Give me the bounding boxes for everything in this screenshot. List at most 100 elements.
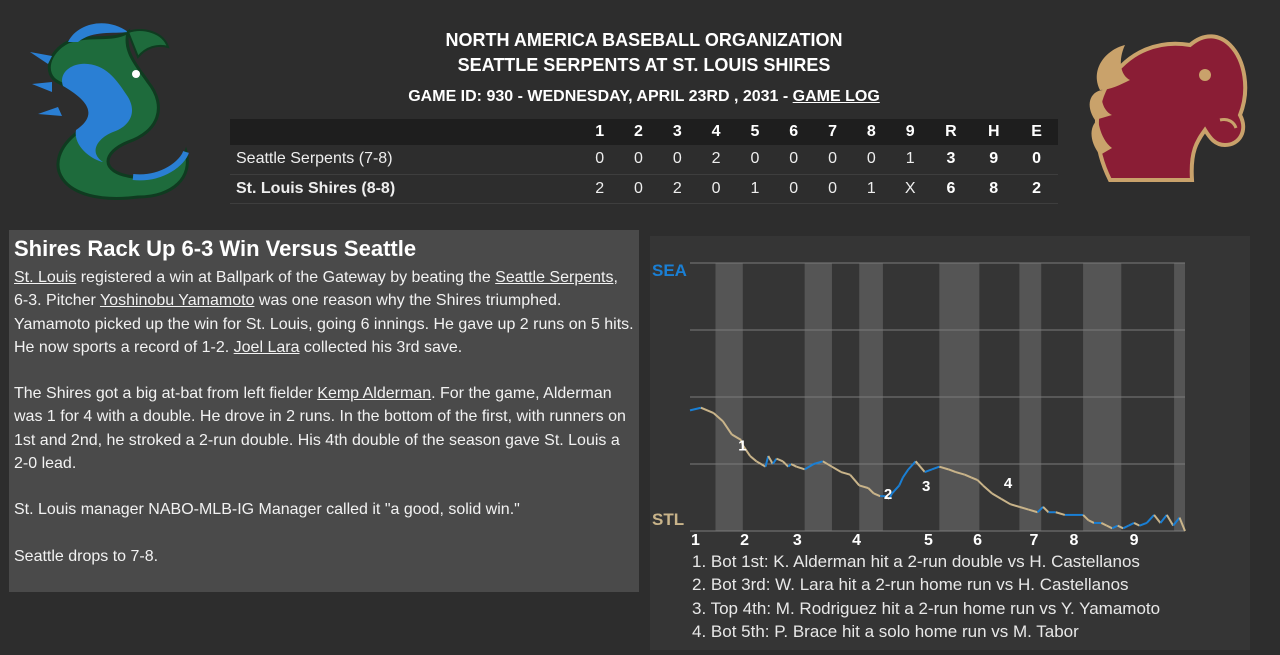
probability-segment bbox=[902, 468, 910, 478]
home-inning-score: 0 bbox=[813, 173, 852, 204]
inning-header: 3 bbox=[657, 119, 697, 145]
probability-segment bbox=[804, 463, 815, 471]
story-paragraph: The Shires got a big at-bat from left fi… bbox=[14, 382, 634, 475]
inning-label: 8 bbox=[1070, 532, 1079, 546]
away-inning-score: 1 bbox=[905, 150, 915, 168]
probability-segment bbox=[991, 492, 1002, 500]
home-team-row: St. Louis Shires (8-8) 2 0 2 0 1 0 0 1 X… bbox=[230, 173, 1058, 204]
legend-item: 2. Bot 3rd: W. Lara hit a 2-run home run… bbox=[692, 575, 1129, 595]
home-runs: 6 bbox=[929, 173, 973, 204]
inning-label: 4 bbox=[852, 532, 861, 546]
probability-segment bbox=[1010, 503, 1020, 508]
event-marker: 2 bbox=[884, 486, 892, 503]
probability-segment bbox=[924, 468, 933, 473]
line-score-table: 1 2 3 4 5 6 7 8 9 R H E Seattle Serpents… bbox=[230, 119, 1058, 204]
kemp-alderman-link[interactable]: Kemp Alderman bbox=[317, 385, 432, 403]
errors-header: E bbox=[1015, 119, 1058, 145]
stl-axis-label: STL bbox=[652, 510, 684, 529]
probability-segment bbox=[976, 479, 984, 487]
hits-header: H bbox=[972, 119, 1016, 145]
league-title: NORTH AMERICA BASEBALL ORGANIZATION bbox=[445, 30, 843, 50]
probability-segment bbox=[1100, 522, 1108, 527]
inning-header: 8 bbox=[851, 119, 891, 145]
legend-item: 3. Top 4th: M. Rodriguez hit a 2-run hom… bbox=[692, 598, 1161, 618]
away-inning-score: 0 bbox=[789, 150, 799, 168]
inning-header: 4 bbox=[696, 119, 736, 145]
seattle-serpents-link[interactable]: Seattle Serpents bbox=[495, 269, 614, 286]
probability-segment bbox=[1055, 511, 1066, 516]
game-story: Shires Rack Up 6-3 Win Versus Seattle St… bbox=[9, 230, 639, 592]
probability-segment bbox=[831, 465, 842, 473]
probability-segment bbox=[898, 476, 904, 486]
probability-segment bbox=[867, 487, 875, 495]
probability-segment bbox=[955, 471, 966, 476]
probability-segment bbox=[1153, 514, 1162, 524]
story-paragraph: Seattle drops to 7-8. bbox=[14, 547, 159, 565]
probability-segment bbox=[1122, 524, 1130, 530]
team-header bbox=[230, 119, 581, 145]
away-inning-score: 0 bbox=[672, 150, 682, 168]
probability-segment bbox=[939, 465, 949, 471]
probability-segment bbox=[888, 493, 893, 500]
inning-header: 7 bbox=[813, 119, 852, 145]
joel-lara-link[interactable]: Joel Lara bbox=[233, 338, 300, 356]
probability-segment bbox=[1036, 506, 1044, 513]
inning-header: 5 bbox=[735, 119, 775, 145]
matchup-title: SEATTLE SERPENTS AT ST. LOUIS SHIRES bbox=[457, 55, 831, 75]
probability-segment bbox=[907, 460, 917, 471]
inning-axis-labels: 1 2 3 4 5 6 7 8 9 bbox=[691, 532, 1139, 546]
game-info-text: GAME ID: 930 - WEDNESDAY, APRIL 23RD , 2… bbox=[408, 88, 789, 105]
probability-segment bbox=[771, 458, 778, 465]
inning-header: 1 bbox=[580, 119, 620, 145]
game-log-link[interactable]: GAME LOG bbox=[792, 88, 880, 105]
probability-segment bbox=[790, 463, 797, 468]
away-inning-score: 0 bbox=[828, 150, 837, 168]
event-marker: 1 bbox=[738, 438, 746, 455]
event-marker: 3 bbox=[922, 478, 930, 495]
inning-label: 7 bbox=[1029, 532, 1038, 546]
away-team-row: Seattle Serpents (7-8) 0 0 0 2 0 0 0 0 1… bbox=[230, 145, 1058, 174]
story-paragraph: St. Louis registered a win at Ballpark o… bbox=[14, 266, 634, 359]
home-inning-score: 2 bbox=[580, 173, 620, 204]
probability-segment bbox=[740, 439, 744, 446]
probability-segment bbox=[741, 444, 751, 457]
probability-segment bbox=[764, 455, 770, 467]
away-hits: 9 bbox=[989, 150, 999, 168]
probability-segment bbox=[1019, 505, 1029, 511]
game-info: GAME ID: 930 - WEDNESDAY, APRIL 23RD , 2… bbox=[230, 86, 1058, 108]
story-text: collected his 3rd save. bbox=[299, 338, 463, 356]
probability-segment bbox=[813, 460, 824, 465]
yoshinobu-yamamoto-link[interactable]: Yoshinobu Yamamoto bbox=[99, 292, 255, 310]
home-inning-score: 2 bbox=[657, 173, 697, 204]
home-inning-score: X bbox=[890, 173, 930, 204]
away-inning-score: 0 bbox=[750, 150, 760, 168]
line-score-header: 1 2 3 4 5 6 7 8 9 R H E bbox=[230, 119, 1058, 145]
away-inning-score: 0 bbox=[866, 150, 876, 168]
probability-segment bbox=[1139, 522, 1148, 527]
inning-label: 3 bbox=[793, 532, 802, 546]
event-legend: 1. Bot 1st: K. Alderman hit a 2-run doub… bbox=[692, 550, 1160, 643]
event-marker: 4 bbox=[1004, 475, 1013, 492]
inning-label: 2 bbox=[740, 532, 749, 546]
probability-segment bbox=[1159, 514, 1168, 524]
probability-segment bbox=[914, 460, 926, 473]
legend-item: 1. Bot 1st: K. Alderman hit a 2-run doub… bbox=[692, 552, 1140, 571]
inning-header: 2 bbox=[619, 119, 658, 145]
probability-segment bbox=[1028, 508, 1038, 514]
probability-segment bbox=[767, 455, 774, 465]
probability-segment bbox=[700, 406, 715, 415]
home-inning-score: 0 bbox=[696, 173, 736, 204]
win-probability-line bbox=[689, 406, 1186, 532]
probability-segment bbox=[1172, 516, 1181, 527]
probability-segment bbox=[849, 474, 861, 487]
win-probability-chart: 1 2 3 4 SEA STL 1 2 3 4 5 6 7 8 9 bbox=[652, 261, 1186, 546]
away-runs: 3 bbox=[946, 150, 956, 168]
probability-segment bbox=[1111, 524, 1119, 530]
inning-header: 6 bbox=[774, 119, 814, 145]
probability-segment bbox=[1117, 524, 1124, 530]
probability-segment bbox=[1133, 522, 1140, 527]
inning-header: 9 bbox=[890, 119, 930, 145]
game-header: NORTH AMERICA BASEBALL ORGANIZATION SEAT… bbox=[230, 28, 1058, 108]
runs-header: R bbox=[929, 119, 973, 145]
st-louis-link[interactable]: St. Louis bbox=[14, 269, 77, 286]
